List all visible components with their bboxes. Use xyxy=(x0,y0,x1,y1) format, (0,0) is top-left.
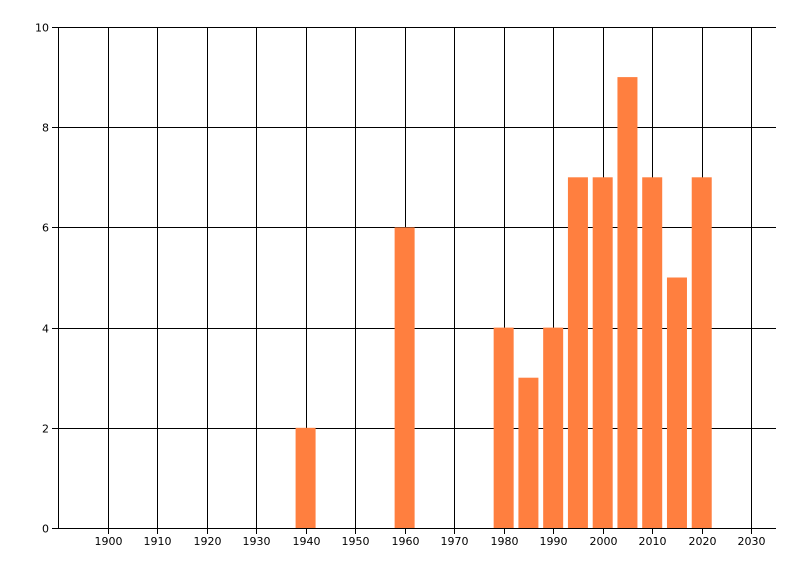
bar xyxy=(295,427,316,528)
x-tick-label: 1940 xyxy=(293,535,321,548)
x-tick-label: 2020 xyxy=(689,535,717,548)
y-tick-label: 6 xyxy=(42,222,49,235)
y-tick-label: 8 xyxy=(42,122,49,135)
bar xyxy=(493,327,514,528)
bar xyxy=(567,177,588,529)
y-tick-label: 0 xyxy=(42,523,49,536)
y-tick-label: 10 xyxy=(35,22,49,35)
x-tick-label: 1930 xyxy=(243,535,271,548)
y-tick-label: 4 xyxy=(42,323,49,336)
x-tick-label: 1950 xyxy=(342,535,370,548)
bar xyxy=(518,377,539,528)
x-tick-label: 1900 xyxy=(95,535,123,548)
bar xyxy=(592,177,613,529)
x-tick-label: 1980 xyxy=(491,535,519,548)
x-tick-label: 2010 xyxy=(639,535,667,548)
x-tick-label: 2030 xyxy=(738,535,766,548)
x-tick-label: 1910 xyxy=(144,535,172,548)
x-tick-label: 1920 xyxy=(194,535,222,548)
bar xyxy=(543,327,564,528)
x-tick-label: 1970 xyxy=(441,535,469,548)
bar xyxy=(394,227,415,528)
bar xyxy=(642,177,663,529)
x-tick-label: 1990 xyxy=(540,535,568,548)
bar xyxy=(691,177,712,529)
x-tick-label: 2000 xyxy=(590,535,618,548)
y-tick-label: 2 xyxy=(42,423,49,436)
bar xyxy=(666,277,687,528)
x-tick-label: 1960 xyxy=(392,535,420,548)
bar xyxy=(617,77,638,528)
